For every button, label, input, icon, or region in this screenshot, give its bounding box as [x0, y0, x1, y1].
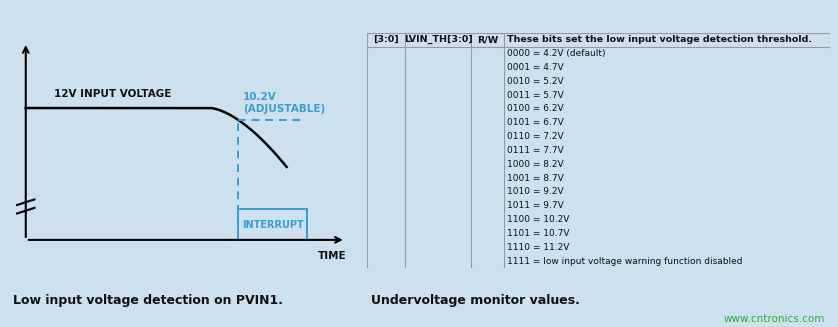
Text: 1100 = 10.2V: 1100 = 10.2V [507, 215, 570, 224]
Text: 0000 = 4.2V (default): 0000 = 4.2V (default) [507, 49, 606, 58]
Text: 1010 = 9.2V: 1010 = 9.2V [507, 187, 564, 197]
Text: Undervoltage monitor values.: Undervoltage monitor values. [371, 294, 580, 307]
Text: 0111 = 7.7V: 0111 = 7.7V [507, 146, 564, 155]
Text: INTERRUPT: INTERRUPT [242, 220, 303, 230]
Bar [238, 209, 308, 240]
Text: LVIN_TH[3:0]: LVIN_TH[3:0] [404, 35, 473, 44]
Text: 12V INPUT VOLTAGE: 12V INPUT VOLTAGE [54, 89, 172, 99]
Text: 0010 = 5.2V: 0010 = 5.2V [507, 77, 564, 86]
Text: 0100 = 6.2V: 0100 = 6.2V [507, 104, 564, 113]
Text: [3:0]: [3:0] [373, 35, 399, 44]
Text: Low input voltage detection on PVIN1.: Low input voltage detection on PVIN1. [13, 294, 282, 307]
Text: 1000 = 8.2V: 1000 = 8.2V [507, 160, 564, 169]
Text: These bits set the low input voltage detection threshold.: These bits set the low input voltage det… [507, 35, 812, 44]
Text: TIME: TIME [318, 251, 346, 261]
Text: 1110 = 11.2V: 1110 = 11.2V [507, 243, 570, 252]
Text: 1111 = low input voltage warning function disabled: 1111 = low input voltage warning functio… [507, 257, 742, 266]
Text: 0101 = 6.7V: 0101 = 6.7V [507, 118, 564, 127]
Text: 0011 = 5.7V: 0011 = 5.7V [507, 91, 564, 99]
Text: 0001 = 4.7V: 0001 = 4.7V [507, 63, 564, 72]
Text: 0110 = 7.2V: 0110 = 7.2V [507, 132, 564, 141]
Text: 1011 = 9.7V: 1011 = 9.7V [507, 201, 564, 210]
Text: www.cntronics.com: www.cntronics.com [724, 314, 825, 324]
Text: 1001 = 8.7V: 1001 = 8.7V [507, 174, 564, 182]
Text: 1101 = 10.7V: 1101 = 10.7V [507, 229, 570, 238]
Text: 10.2V
(ADJUSTABLE): 10.2V (ADJUSTABLE) [243, 93, 325, 114]
Text: R/W: R/W [477, 35, 498, 44]
